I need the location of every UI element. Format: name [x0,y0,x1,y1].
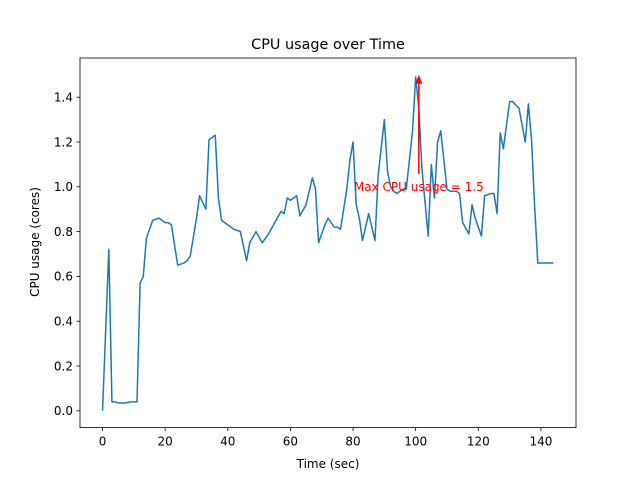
y-tick-label: 0.8 [54,225,73,239]
x-tick-label: 100 [404,435,427,449]
x-tick-label: 140 [529,435,552,449]
y-tick-label: 0.0 [54,404,73,418]
x-tick-label: 60 [283,435,298,449]
axes-frame [79,57,577,429]
y-tick-label: 1.2 [54,135,73,149]
y-tick-label: 1.0 [54,180,73,194]
y-tick-label: 0.4 [54,315,73,329]
x-tick-label: 80 [345,435,360,449]
y-tick-label: 0.6 [54,270,73,284]
x-axis-label: Time (sec) [296,457,360,471]
x-tick-label: 0 [99,435,107,449]
x-tick-label: 40 [220,435,235,449]
y-tick-label: 1.4 [54,91,73,105]
series-line-0 [101,76,554,411]
y-tick-label: 0.2 [54,359,73,373]
chart-title: CPU usage over Time [251,37,405,53]
annotation-arrow-head [415,74,423,84]
annotation-text: Max CPU usage = 1.5 [354,180,484,194]
y-axis-label: CPU usage (cores) [28,187,42,297]
y-axis-ticks: 0.0 0.2 0.4 0.6 0.8 1.0 1.2 1.4 [54,91,80,418]
x-tick-label: 120 [467,435,490,449]
x-axis-ticks: 0 20 40 60 80 100 120 140 [99,427,552,449]
x-tick-label: 20 [158,435,173,449]
plot-area [101,76,554,411]
max-annotation: Max CPU usage = 1.5 [354,74,484,194]
